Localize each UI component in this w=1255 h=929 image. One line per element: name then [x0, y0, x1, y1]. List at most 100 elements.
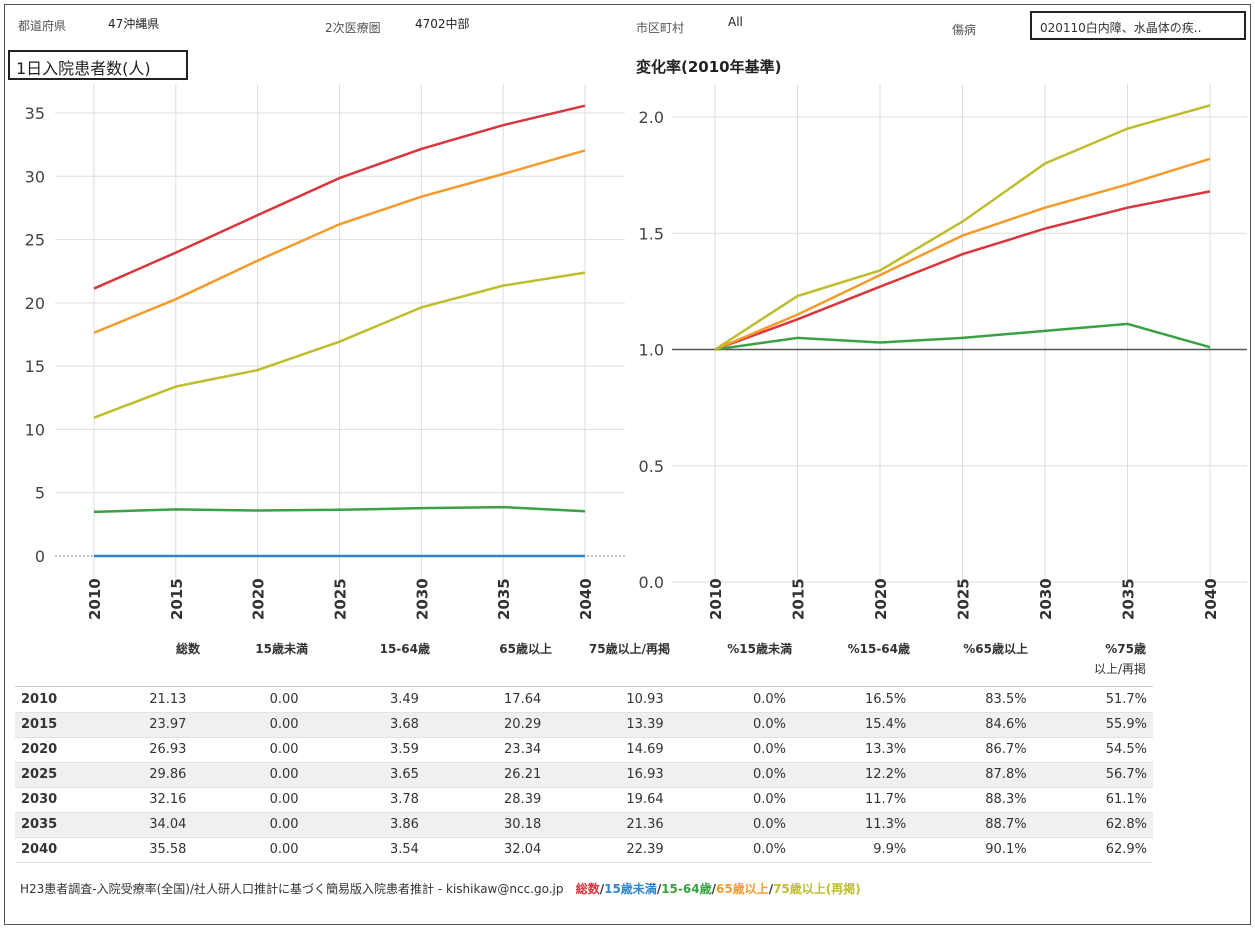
city-select[interactable]: All	[728, 15, 743, 29]
prefecture-select[interactable]: 47沖縄県	[108, 17, 160, 31]
right-y-tick-label: 1.5	[639, 224, 664, 243]
left-y-tick-label: 25	[25, 231, 45, 250]
table-cell: 12.2%	[791, 762, 913, 788]
table-cell: 23.34	[424, 737, 548, 763]
table-row-year: 2035	[15, 812, 79, 838]
table-cell: 0.0%	[669, 737, 792, 763]
table-cell: 3.86	[304, 812, 425, 838]
table-cell: 88.7%	[912, 812, 1033, 838]
left-x-tick-label: 2020	[250, 578, 268, 620]
table-cell: 90.1%	[912, 837, 1033, 863]
table-cell: 30.18	[424, 812, 548, 838]
right-y-tick-label: 0.0	[639, 573, 664, 592]
left-x-tick-label: 2035	[495, 578, 513, 620]
table-header-pct-under15: %15歳未満	[727, 642, 792, 656]
table-cell: 62.9%	[1032, 837, 1153, 863]
table-cell: 11.7%	[791, 787, 913, 813]
table-cell: 0.00	[192, 712, 305, 738]
table-row: 2015 23.97 0.00 3.68 20.29 13.39 0.0% 15.4% 84.6…	[15, 712, 1153, 738]
left-series-line	[93, 505, 586, 514]
table-cell: 84.6%	[912, 712, 1033, 738]
table-cell: 19.64	[547, 787, 670, 813]
disease-select[interactable]: 020110白内障、水晶体の疾..	[1030, 11, 1246, 40]
left-series-line	[93, 104, 586, 290]
legend-total: 総数	[575, 882, 600, 896]
table-cell: 3.78	[304, 787, 425, 813]
data-table: 2010 21.13 0.00 3.49 17.64 10.93 0.0% 16.5% 83.5…	[15, 687, 1153, 863]
table-cell: 21.13	[78, 687, 193, 713]
table-cell: 3.49	[304, 687, 425, 713]
table-cell: 22.39	[547, 837, 670, 863]
table-cell: 56.7%	[1032, 762, 1153, 788]
right-y-tick-label: 1.0	[639, 341, 664, 360]
left-x-tick-label: 2030	[413, 578, 431, 620]
left-x-tick-label: 2025	[332, 578, 350, 620]
table-cell: 0.00	[192, 687, 305, 713]
table-row-year: 2030	[15, 787, 79, 813]
table-row-year: 2025	[15, 762, 79, 788]
table-header-pct-65plus: %65歳以上	[963, 642, 1028, 656]
left-y-tick-label: 30	[25, 167, 45, 186]
table-cell: 61.1%	[1032, 787, 1153, 813]
table-cell: 3.54	[304, 837, 425, 863]
table-cell: 3.65	[304, 762, 425, 788]
table-cell: 9.9%	[791, 837, 913, 863]
table-cell: 23.97	[78, 712, 193, 738]
right-series-line	[714, 157, 1211, 351]
legend-separator: /	[768, 882, 774, 896]
legend-75plus: 75歳以上(再掲)	[773, 882, 861, 896]
table-cell: 3.68	[304, 712, 425, 738]
left-series-line	[93, 271, 586, 419]
table-cell: 51.7%	[1032, 687, 1153, 713]
table-cell: 0.0%	[669, 787, 792, 813]
table-cell: 0.0%	[669, 837, 792, 863]
table-cell: 0.00	[192, 812, 305, 838]
table-row: 2040 35.58 0.00 3.54 32.04 22.39 0.0% 9.9% 90.1%…	[15, 837, 1153, 863]
table-header-under15: 15歳未満	[255, 642, 308, 656]
footer: H23患者調査-入院受療率(全国)/社人研人口推計に基づく簡易版入院患者推計 -…	[20, 880, 861, 897]
left-y-tick-label: 15	[25, 357, 45, 376]
table-header-15-64: 15-64歳	[379, 642, 430, 656]
table-cell: 20.29	[424, 712, 548, 738]
left-y-tick-label: 35	[25, 104, 45, 123]
left-y-tick-label: 5	[35, 484, 45, 503]
right-x-tick-label: 2020	[872, 578, 890, 620]
table-cell: 62.8%	[1032, 812, 1153, 838]
left-y-tick-label: 0	[35, 547, 45, 566]
table-cell: 32.04	[424, 837, 548, 863]
city-label: 市区町村	[636, 21, 685, 35]
table-header-total: 総数	[175, 642, 200, 656]
right-x-tick-label: 2015	[790, 578, 808, 620]
table-row: 2030 32.16 0.00 3.78 28.39 19.64 0.0% 11.7% 88.3…	[15, 787, 1153, 813]
table-cell: 55.9%	[1032, 712, 1153, 738]
table-row-year: 2010	[15, 687, 79, 713]
table-header-pct-75plus: %75歳 以上/再掲	[1060, 640, 1146, 677]
right-x-tick-label: 2025	[955, 578, 973, 620]
right-series-line	[714, 322, 1211, 351]
table-cell: 16.5%	[791, 687, 913, 713]
table-cell: 26.21	[424, 762, 548, 788]
right-x-tick-label: 2035	[1120, 578, 1138, 620]
table-cell: 21.36	[547, 812, 670, 838]
table-cell: 88.3%	[912, 787, 1033, 813]
table-header-pct-75plus-line1: %75歳	[1105, 642, 1146, 656]
table-header-pct-75plus-line2: 以上/再掲	[1093, 662, 1146, 676]
table-row: 2035 34.04 0.00 3.86 30.18 21.36 0.0% 11.3% 88.7…	[15, 812, 1153, 838]
medical-area-label: 2次医療圏	[325, 21, 381, 35]
medical-area-select[interactable]: 4702中部	[415, 17, 470, 31]
table-cell: 3.59	[304, 737, 425, 763]
table-header-pct-15-64: %15-64歳	[847, 642, 910, 656]
left-x-tick-label: 2015	[168, 578, 186, 620]
legend-separator: /	[711, 882, 716, 896]
legend-under15: 15歳未満	[604, 882, 657, 896]
table-cell: 26.93	[78, 737, 193, 763]
table-row-year: 2020	[15, 737, 79, 763]
table-cell: 0.0%	[669, 687, 792, 713]
table-cell: 54.5%	[1032, 737, 1153, 763]
right-x-tick-label: 2040	[1202, 578, 1220, 620]
left-series-line	[93, 149, 586, 334]
table-row-year: 2040	[15, 837, 79, 863]
table-cell: 35.58	[78, 837, 193, 863]
table-cell: 34.04	[78, 812, 193, 838]
